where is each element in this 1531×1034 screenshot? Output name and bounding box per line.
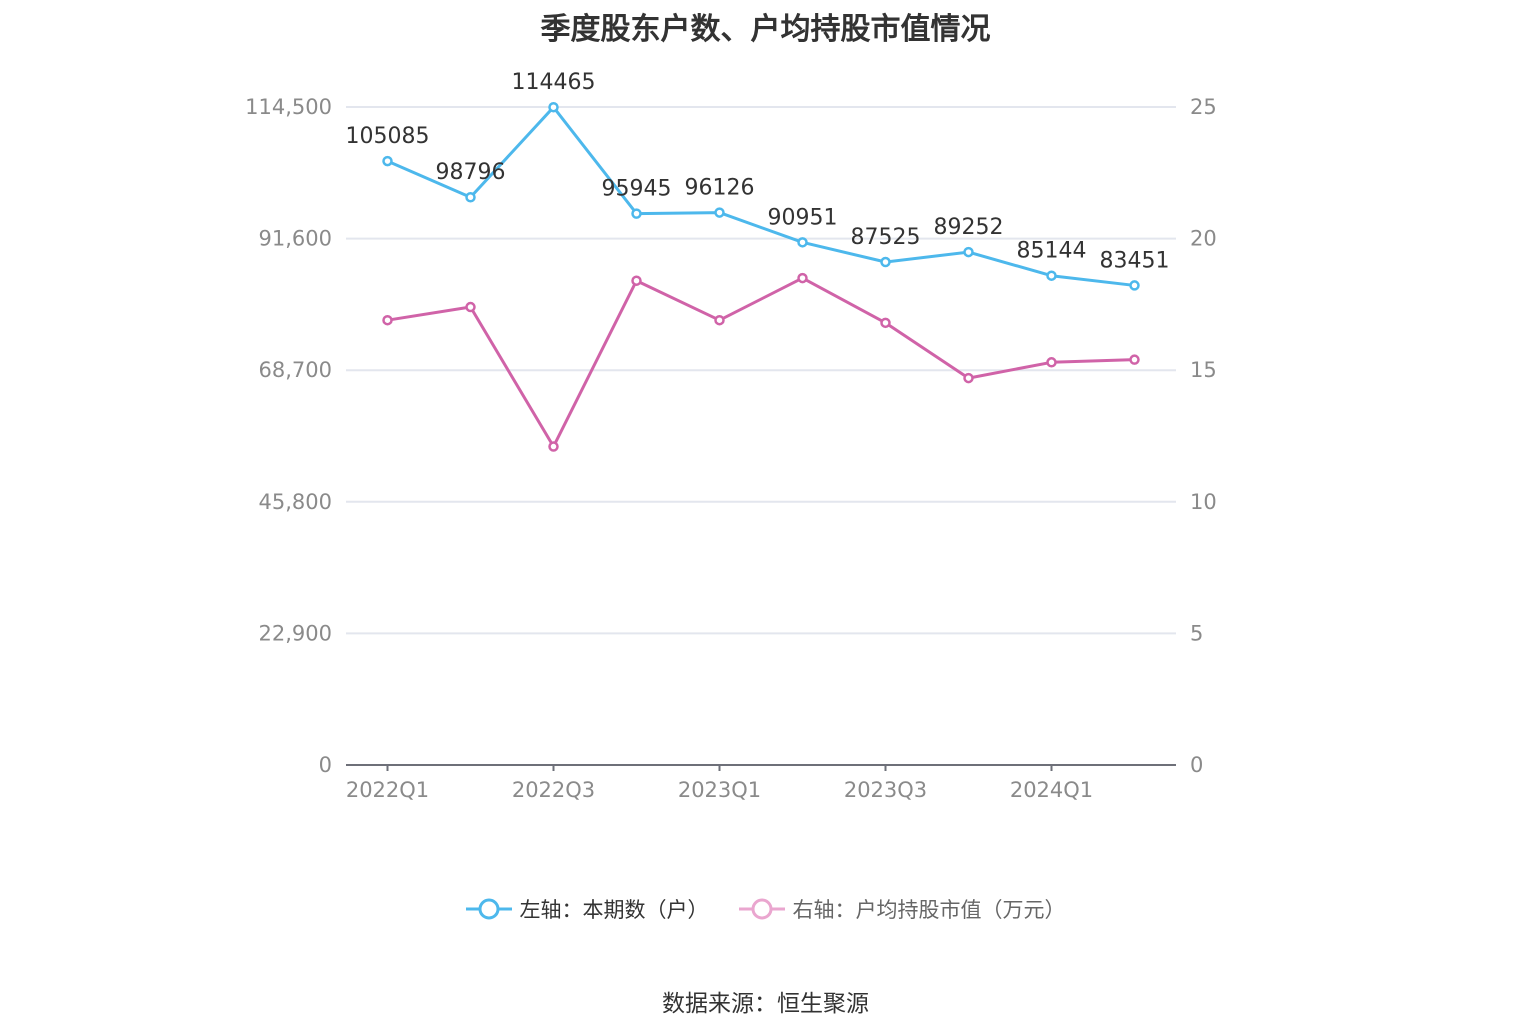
left-axis-tick-label: 45,800 [259,490,332,514]
data-point-right [797,272,808,284]
right-axis-tick-label: 25 [1190,95,1217,119]
left-axis-tick-label: 22,900 [259,621,332,645]
legend-label-right-series: 右轴：户均持股市值（万元） [792,898,1066,922]
data-label: 105085 [346,124,430,149]
data-point-right [1129,354,1140,365]
legend-item-left-series[interactable]: 左轴：本期数（户） [465,894,709,924]
x-axis-tick-label: 2022Q1 [346,778,429,802]
data-label: 98796 [436,160,506,185]
data-point-right [631,275,642,286]
data-label: 96126 [685,176,755,201]
data-point-left [548,101,559,113]
data-label: 95945 [602,177,672,202]
chart-title: 季度股东户数、户均持股市值情况 [540,12,991,47]
data-point-left [465,191,476,203]
grid-lines [346,106,1176,635]
series-line-left [386,105,1135,287]
data-point-right [714,314,725,326]
axes: 0 22,900 45,800 68,700 91,600 114,500 0 5 10 15 20… [245,95,1217,802]
data-point-left [631,208,642,219]
x-axis-tick-label: 2023Q1 [678,778,761,802]
data-point-left [963,246,974,258]
data-label: 87525 [851,225,921,250]
data-label: 89252 [934,215,1004,240]
data-label: 114465 [512,70,596,95]
data-label: 85144 [1017,239,1087,264]
data-point-right [382,314,393,326]
data-point-right [1046,357,1057,368]
left-axis-tick-label: 68,700 [259,358,332,382]
data-point-right [880,317,891,329]
data-point-left [880,256,891,268]
series-lines [382,101,1140,452]
data-label: 83451 [1100,248,1170,273]
left-axis-tick-label: 114,500 [245,95,332,119]
right-axis-tick-label: 0 [1190,753,1203,777]
data-point-left [797,237,808,248]
data-point-left [1046,270,1057,281]
legend-label-left-series: 左轴：本期数（户） [519,898,709,922]
legend-marker-pink-icon [738,898,785,920]
left-axis-tick-label: 0 [319,753,332,777]
series-line-right [387,276,1135,449]
x-axis-tick-label: 2024Q1 [1010,778,1093,802]
legend-item-right-series[interactable]: 右轴：户均持股市值（万元） [738,894,1066,924]
legend: 左轴：本期数（户） 右轴：户均持股市值（万元） [0,894,1531,924]
data-point-left [714,207,725,218]
data-label: 90951 [768,205,838,230]
data-point-right [963,372,974,384]
legend-marker-blue-icon [465,898,512,920]
right-axis-tick-label: 15 [1190,358,1217,382]
right-axis-tick-label: 5 [1190,621,1203,645]
right-axis-tick-label: 10 [1190,490,1217,514]
x-axis-tick-label: 2023Q3 [844,778,927,802]
x-axis-tick-label: 2022Q3 [512,778,595,802]
right-axis-tick-label: 20 [1190,227,1217,251]
data-point-left [1129,280,1140,291]
data-point-right [465,301,476,313]
data-source: 数据来源：恒生聚源 [662,991,869,1017]
data-point-left [382,155,393,167]
left-axis-tick-label: 91,600 [259,227,332,251]
data-point-right [548,441,559,452]
